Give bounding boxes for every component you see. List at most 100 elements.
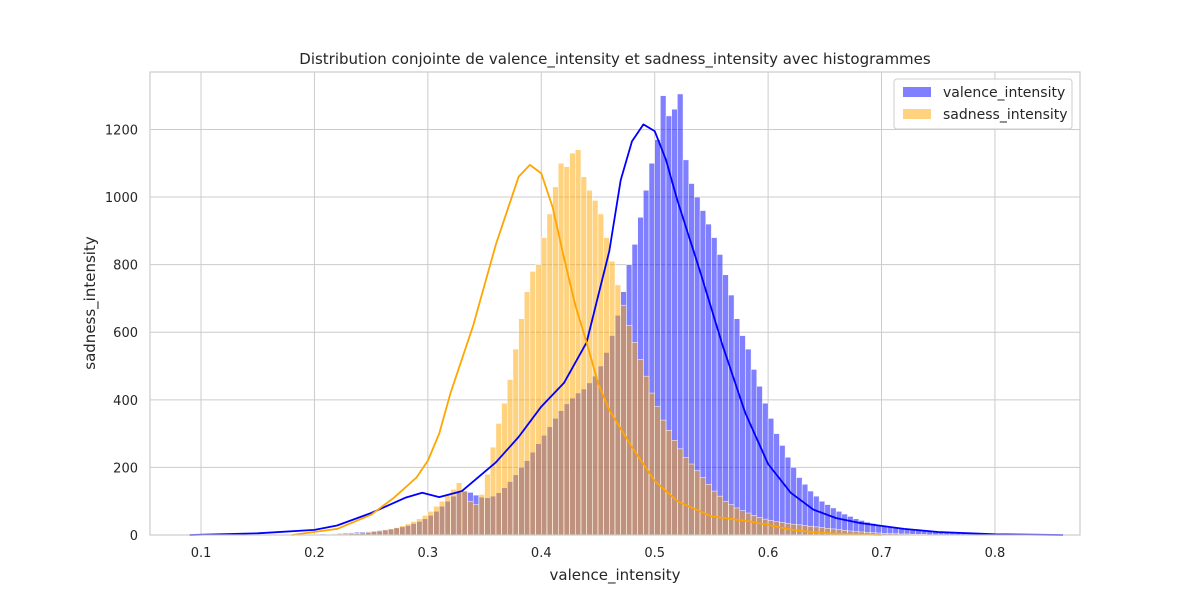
histogram-bar-sadness	[716, 495, 723, 536]
kde-curve-sadness	[291, 164, 882, 536]
y-tick-label: 1200	[105, 123, 138, 138]
histogram-bar-sadness	[603, 237, 610, 536]
histogram-bar-sadness	[484, 473, 491, 536]
histogram-bar-sadness	[654, 406, 661, 536]
histogram-bar-valence	[716, 254, 723, 536]
y-tick-label: 400	[113, 394, 138, 409]
tick-labels-layer: 0.1 0.2 0.3 0.4 0.5 0.6 0.7 0.8 0 200 400 600 800 100…	[105, 123, 1005, 561]
x-tick-label: 0.3	[418, 546, 439, 561]
histogram-bar-valence	[762, 402, 769, 536]
histogram-bar-sadness	[467, 500, 474, 536]
histogram-bar-sadness	[546, 213, 553, 536]
histogram-bar-sadness	[699, 477, 706, 536]
histogram-bar-sadness	[756, 517, 763, 536]
histogram-bar-sadness	[399, 525, 406, 536]
histogram-bar-sadness	[671, 440, 678, 536]
histogram-bar-sadness	[501, 402, 508, 536]
histogram-bar-sadness	[427, 511, 434, 536]
histogram-bar-sadness	[648, 392, 655, 536]
histogram-bar-sadness	[569, 152, 576, 536]
histogram-bar-sadness	[438, 500, 446, 536]
histogram-bars-layer	[297, 93, 1069, 536]
histogram-bar-valence	[756, 386, 763, 536]
y-axis-label: sadness_intensity	[81, 236, 100, 370]
histogram-bar-sadness	[609, 261, 616, 536]
chart-title: Distribution conjointe de valence_intens…	[299, 50, 931, 69]
histogram-bar-sadness	[472, 504, 480, 536]
histogram-bar-sadness	[444, 494, 451, 536]
histogram-bar-sadness	[558, 162, 565, 536]
histogram-bar-sadness	[773, 521, 780, 536]
histogram-bar-sadness	[626, 325, 633, 536]
histogram-bar-sadness	[620, 304, 627, 536]
histogram-bar-sadness	[580, 176, 587, 536]
histogram-bar-sadness	[478, 494, 485, 536]
legend-swatch-valence	[903, 87, 931, 97]
legend-box	[893, 78, 1073, 130]
legend: valence_intensity sadness_intensity	[893, 78, 1073, 130]
histogram-bar-sadness	[575, 149, 582, 536]
y-tick-label: 200	[113, 461, 138, 476]
histogram-bar-sadness	[807, 525, 814, 536]
histogram-bar-sadness	[733, 507, 741, 536]
y-tick-label: 600	[113, 326, 138, 341]
histogram-bar-sadness	[750, 515, 758, 536]
x-tick-label: 0.1	[191, 546, 212, 561]
histogram-bar-sadness	[507, 379, 514, 536]
histogram-bar-sadness	[665, 429, 672, 536]
y-tick-label: 0	[130, 529, 138, 544]
histogram-bar-sadness	[688, 463, 695, 536]
histogram-bar-sadness	[813, 526, 820, 536]
histogram-bar-valence	[750, 369, 758, 536]
x-tick-label: 0.4	[531, 546, 552, 561]
plot-frame	[149, 71, 1081, 536]
histogram-bar-valence	[779, 445, 786, 536]
histogram-bar-valence	[722, 274, 729, 536]
y-tick-label: 1000	[105, 191, 138, 206]
histogram-bar-valence	[739, 335, 746, 536]
x-tick-label: 0.6	[758, 546, 779, 561]
histogram-bar-sadness	[745, 512, 752, 536]
histogram-bar-sadness	[393, 527, 400, 536]
histogram-bar-sadness	[404, 523, 412, 536]
histogram-bar-sadness	[535, 264, 542, 536]
histogram-bar-sadness	[416, 518, 423, 536]
histogram-bar-sadness	[461, 490, 468, 536]
histogram-bar-valence	[728, 294, 735, 536]
histogram-bar-sadness	[711, 490, 718, 536]
histogram-bar-sadness	[433, 506, 440, 536]
histogram-bar-sadness	[529, 271, 536, 536]
histogram-bar-sadness	[682, 457, 689, 536]
histogram-bar-sadness	[705, 484, 712, 536]
histogram-bar-sadness	[410, 521, 417, 536]
histogram-bar-sadness	[694, 470, 701, 536]
histogram-bar-sadness	[489, 446, 497, 536]
histogram-bar-sadness	[552, 186, 559, 536]
histogram-bar-sadness	[660, 419, 667, 536]
histogram-bar-valence	[733, 318, 741, 536]
legend-label-valence: valence_intensity	[943, 85, 1065, 101]
histogram-bar-sadness	[597, 213, 604, 536]
histogram-bar-sadness	[614, 284, 621, 536]
kde-curves-layer	[189, 123, 1064, 536]
kde-curve-valence	[189, 123, 1064, 536]
x-tick-label: 0.5	[644, 546, 665, 561]
histogram-bar-sadness	[637, 359, 644, 536]
histogram-bar-valence	[773, 433, 780, 536]
histogram-bar-sadness	[524, 291, 531, 536]
histogram-bar-valence	[711, 237, 718, 536]
y-tick-label: 800	[113, 259, 138, 274]
legend-label-sadness: sadness_intensity	[943, 107, 1068, 123]
histogram-bar-sadness	[762, 518, 769, 536]
histogram-bar-sadness	[495, 423, 502, 536]
histogram-bar-sadness	[767, 520, 775, 536]
x-tick-label: 0.2	[304, 546, 325, 561]
histogram-bar-sadness	[643, 375, 650, 536]
histogram-bar-sadness	[421, 515, 429, 536]
histogram-bar-valence	[745, 348, 752, 536]
histogram-bar-sadness	[450, 489, 457, 536]
histogram-bar-sadness	[376, 530, 383, 536]
histogram-bar-sadness	[387, 528, 395, 536]
legend-swatch-sadness	[903, 109, 931, 119]
